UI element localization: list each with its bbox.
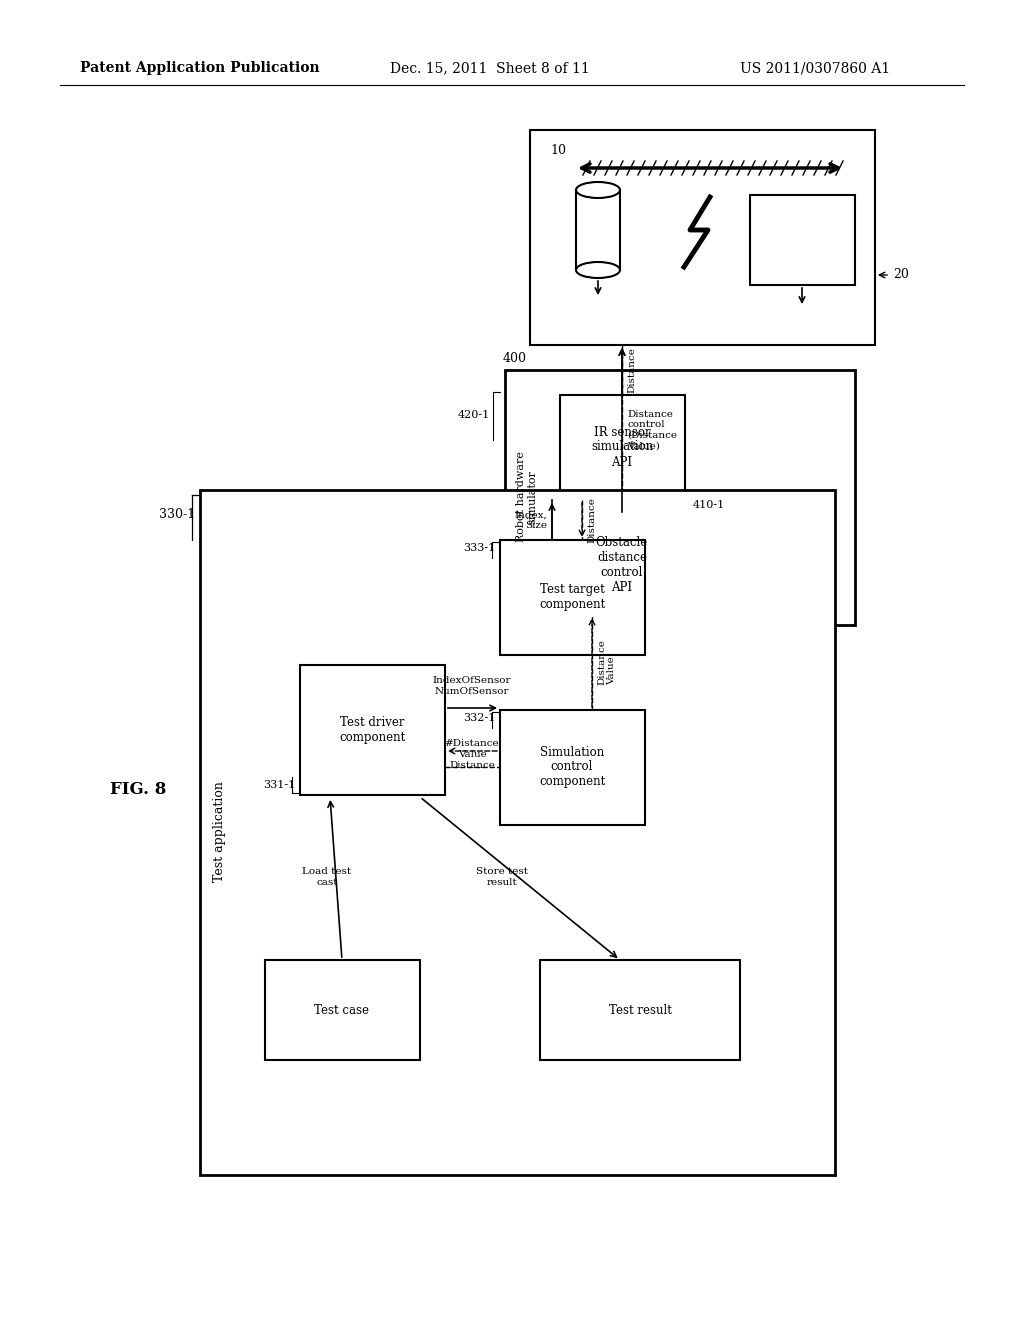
Text: 332-1: 332-1 [463, 713, 495, 723]
Text: 331-1: 331-1 [263, 780, 295, 789]
Ellipse shape [575, 182, 620, 198]
Text: Distance: Distance [587, 498, 596, 543]
Bar [505, 370, 855, 624]
Text: Patent Application Publication: Patent Application Publication [80, 61, 319, 75]
Bar [560, 515, 685, 615]
Bar [300, 665, 445, 795]
Text: 420-1: 420-1 [458, 411, 490, 420]
Bar [500, 540, 645, 655]
Text: Store test
result: Store test result [476, 867, 528, 887]
Text: 10: 10 [550, 144, 566, 157]
Text: Index,
Size: Index, Size [514, 511, 547, 529]
Text: Test target
component: Test target component [539, 583, 605, 611]
Bar [575, 190, 620, 271]
Bar [530, 129, 874, 345]
Text: Test result: Test result [608, 1003, 672, 1016]
Text: Dec. 15, 2011  Sheet 8 of 11: Dec. 15, 2011 Sheet 8 of 11 [390, 61, 590, 75]
Text: Distance: Distance [627, 347, 636, 393]
Text: 330-1: 330-1 [159, 508, 195, 521]
Bar [200, 490, 835, 1175]
Bar [540, 960, 740, 1060]
Text: #Distance
Value: #Distance Value [444, 739, 500, 759]
Text: Obstacle
distance
control
API: Obstacle distance control API [596, 536, 648, 594]
Bar [560, 395, 685, 500]
Bar [500, 710, 645, 825]
Text: Test driver
component: Test driver component [339, 715, 406, 744]
Text: 333-1: 333-1 [463, 543, 495, 553]
Text: Test case: Test case [314, 1003, 370, 1016]
Text: 20: 20 [893, 268, 909, 281]
Text: Distance
Value: Distance Value [597, 639, 616, 685]
Ellipse shape [575, 261, 620, 279]
Text: Robot hardware
simulator: Robot hardware simulator [516, 451, 538, 543]
Text: IndexOfSensor
NumOfSensor: IndexOfSensor NumOfSensor [433, 676, 511, 696]
Text: Simulation
control
component: Simulation control component [539, 746, 605, 788]
Bar [750, 195, 855, 285]
Text: 410-1: 410-1 [693, 500, 725, 510]
Text: Distance: Distance [450, 760, 495, 770]
Text: FIG. 8: FIG. 8 [110, 781, 166, 799]
Text: IR sensor
simulation
API: IR sensor simulation API [591, 425, 653, 469]
Text: Test application: Test application [213, 781, 226, 883]
Text: 400: 400 [503, 351, 527, 364]
Text: Distance
control
(Distance
Value): Distance control (Distance Value) [627, 411, 677, 450]
Text: Load test
cast: Load test cast [302, 867, 351, 887]
Bar [265, 960, 420, 1060]
Text: US 2011/0307860 A1: US 2011/0307860 A1 [740, 61, 890, 75]
